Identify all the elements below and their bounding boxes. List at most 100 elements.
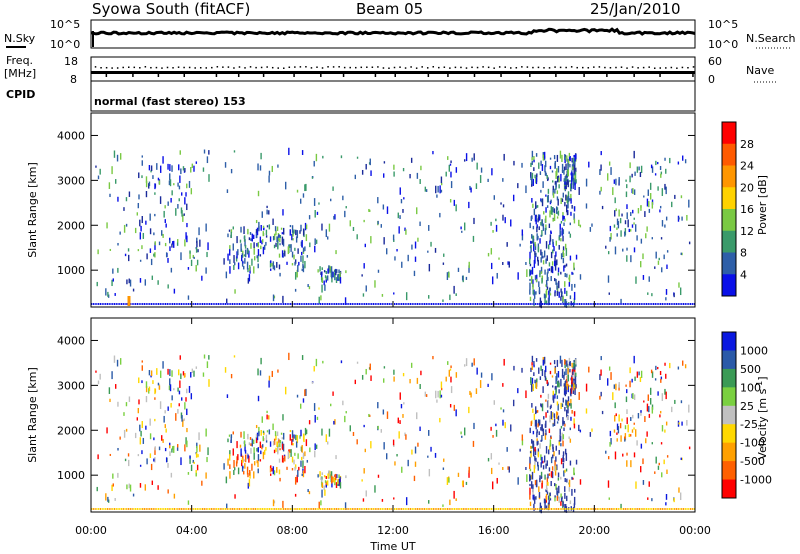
power-echo [544,269,546,275]
velocity-echo [228,434,231,437]
velocity-echo [469,508,471,510]
colorbar-segment [722,405,736,425]
power-echo [172,241,174,245]
velocity-echo [250,443,252,446]
power-echo [549,157,552,160]
power-echo [284,181,287,190]
power-echo [628,303,630,305]
power-echo [536,173,538,178]
power-echo [279,238,281,243]
power-echo [450,181,453,189]
power-echo [242,303,244,305]
velocity-echo [534,455,536,461]
velocity-echo [167,406,169,411]
nave-point [504,66,506,68]
velocity-echo [629,380,631,388]
power-echo [467,303,470,305]
velocity-echo [573,411,576,417]
velocity-echo [279,477,281,482]
power-echo [556,207,559,211]
nave-point [199,67,202,69]
velocity-echo [170,508,172,510]
velocity-echo [249,470,251,476]
power-echo [96,303,98,305]
power-echo [178,164,180,171]
velocity-echo [163,508,165,510]
velocity-echo [270,508,272,510]
nave-point [487,66,490,69]
power-echo [538,214,541,221]
velocity-echo [546,379,548,384]
power-echo [107,291,109,297]
power-echo [223,258,225,265]
velocity-echo [610,438,612,445]
power-echo [147,303,149,305]
power-echo [545,303,547,305]
velocity-echo [619,423,622,429]
power-echo [362,293,365,297]
velocity-echo [455,508,457,510]
power-echo [512,194,515,202]
power-echo [629,175,631,183]
power-echo [556,190,559,194]
velocity-echo [223,463,225,470]
power-echo [633,222,635,225]
velocity-echo [269,441,272,447]
power-echo [541,219,543,227]
velocity-echo [133,508,135,510]
velocity-echo [680,400,683,404]
velocity-echo [334,419,336,425]
velocity-echo [529,427,531,434]
power-echo [681,252,683,256]
velocity-echo [129,508,131,510]
velocity-echo [383,378,385,383]
power-echo [190,259,193,267]
velocity-echo [671,406,673,413]
velocity-echo [126,508,128,510]
power-echo [561,303,563,305]
power-echo [321,284,323,293]
power-echo [626,204,628,210]
power-echo [567,163,569,171]
velocity-echo [354,379,357,385]
power-echo [448,303,450,305]
power-echo [548,299,550,305]
power-echo [258,303,260,305]
velocity-echo [554,470,557,476]
power-echo [684,159,687,164]
power-echo [573,206,576,212]
power-echo [631,224,634,228]
velocity-echo [122,508,124,510]
velocity-echo [282,500,284,508]
power-echo [607,251,610,255]
power-echo [335,269,337,276]
power-echo [294,261,296,266]
power-echo [666,250,669,253]
velocity-echo [439,390,441,399]
power-echo [279,235,282,239]
power-echo [377,269,380,273]
velocity-echo [536,410,538,413]
power-echo [689,303,692,305]
power-echo [510,303,512,305]
power-echo [154,242,156,250]
power-echo [555,206,558,214]
velocity-echo [399,420,401,424]
velocity-echo [332,391,334,396]
power-echo [554,265,557,271]
velocity-echo [327,508,329,510]
beam-title: Beam 05 [356,0,423,18]
velocity-echo [556,359,559,367]
velocity-echo [547,508,549,510]
power-echo [293,303,295,305]
velocity-echo [257,447,259,453]
velocity-echo [416,377,419,384]
velocity-echo [169,451,171,457]
colorbar-tick-label: -1000 [740,474,772,487]
power-echo [532,283,534,290]
velocity-echo [672,508,674,510]
power-echo [557,272,560,276]
velocity-echo [531,355,534,363]
velocity-echo [171,448,173,453]
power-echo [557,212,559,215]
